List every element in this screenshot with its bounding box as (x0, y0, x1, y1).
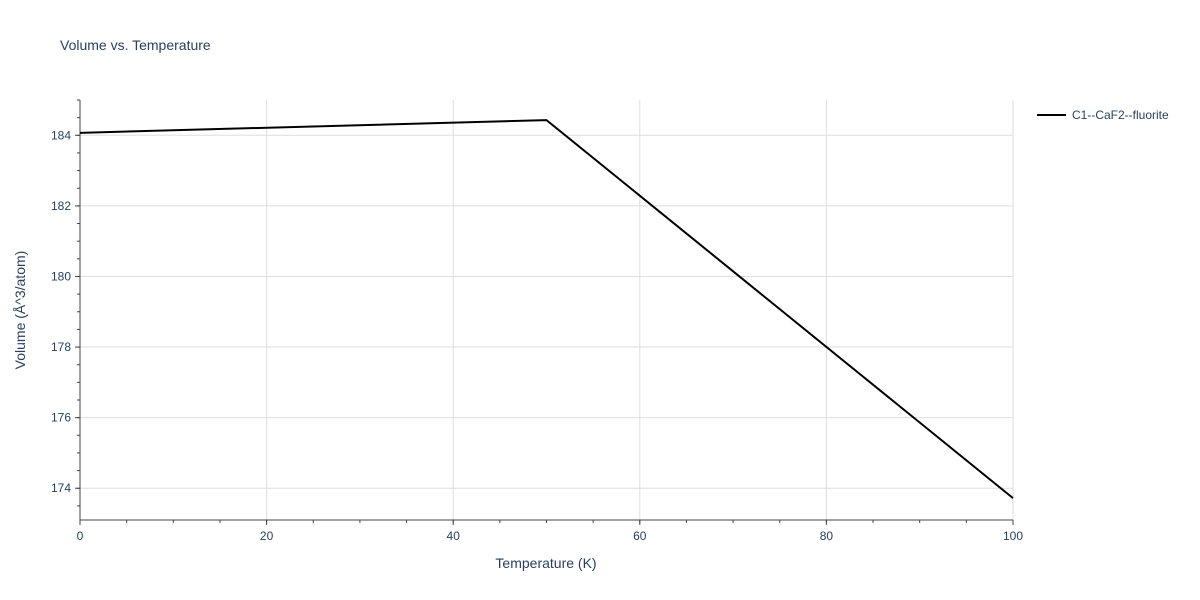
chart-title: Volume vs. Temperature (60, 37, 211, 53)
x-tick-label: 80 (820, 529, 834, 543)
series-line[interactable] (79, 119, 1014, 499)
x-axis-title: Temperature (K) (495, 555, 596, 571)
y-tick-label: 174 (51, 481, 71, 495)
y-tick-label: 178 (51, 340, 71, 354)
series-layer (79, 119, 1014, 499)
y-tick-label: 180 (51, 269, 71, 283)
y-tick-label: 184 (51, 128, 71, 142)
y-tick-label: 176 (51, 411, 71, 425)
x-tick-label: 60 (633, 529, 647, 543)
legend-item-label: C1--CaF2--fluorite (1072, 108, 1169, 122)
axis-layer: 0 20 40 60 80 100 174 176 178 180 182 184 (51, 99, 1023, 543)
legend[interactable]: C1--CaF2--fluorite (1037, 108, 1169, 122)
y-axis-title: Volume (Å^3/atom) (12, 251, 28, 370)
x-tick-label: 20 (260, 529, 274, 543)
grid-layer (80, 100, 1014, 520)
x-tick-label: 100 (1003, 529, 1023, 543)
x-tick-label: 40 (447, 529, 461, 543)
y-tick-label: 182 (51, 199, 71, 213)
x-tick-label: 0 (77, 529, 84, 543)
